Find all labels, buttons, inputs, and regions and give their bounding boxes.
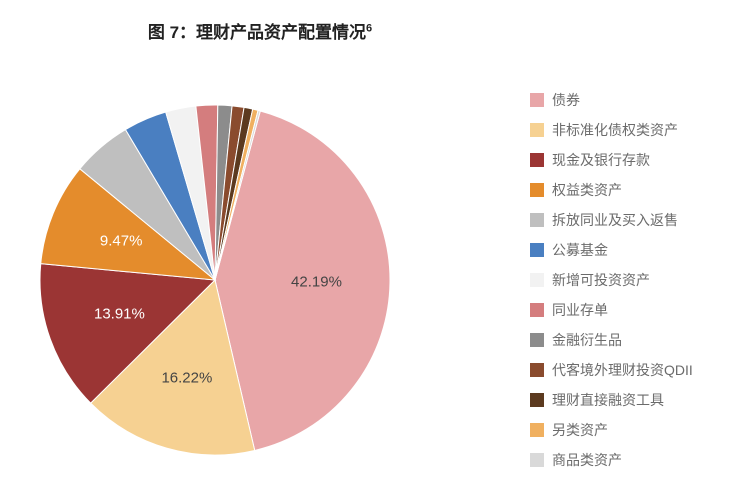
- title-main: 理财产品资产配置情况: [196, 23, 366, 42]
- legend-label: 债券: [552, 90, 580, 110]
- legend-label: 金融衍生品: [552, 330, 622, 350]
- legend-item: 另类资产: [530, 420, 693, 440]
- legend-item: 代客境外理财投资QDII: [530, 360, 693, 380]
- legend-swatch: [530, 423, 544, 437]
- legend-swatch: [530, 123, 544, 137]
- legend-label: 另类资产: [552, 420, 608, 440]
- chart-title: 图 7：理财产品资产配置情况6: [0, 18, 520, 43]
- legend-swatch: [530, 213, 544, 227]
- legend-swatch: [530, 273, 544, 287]
- legend-item: 非标准化债权类资产: [530, 120, 693, 140]
- pie-slice-label: 42.19%: [291, 273, 342, 290]
- title-prefix: 图 7：: [148, 23, 196, 42]
- legend-swatch: [530, 393, 544, 407]
- legend-swatch: [530, 363, 544, 377]
- legend-item: 权益类资产: [530, 180, 693, 200]
- title-footnote: 6: [366, 22, 372, 34]
- pie-slice-label: 16.22%: [161, 369, 212, 386]
- legend-label: 理财直接融资工具: [552, 390, 664, 410]
- legend-label: 非标准化债权类资产: [552, 120, 678, 140]
- pie-slice-label: 13.91%: [94, 306, 145, 323]
- legend-swatch: [530, 183, 544, 197]
- legend-item: 现金及银行存款: [530, 150, 693, 170]
- legend-label: 公募基金: [552, 240, 608, 260]
- pie-chart: 42.19% 16.22% 13.91% 9.47%: [30, 95, 400, 465]
- legend-label: 新增可投资资产: [552, 270, 650, 290]
- legend-label: 权益类资产: [552, 180, 622, 200]
- legend-label: 拆放同业及买入返售: [552, 210, 678, 230]
- legend-item: 商品类资产: [530, 450, 693, 470]
- legend-label: 代客境外理财投资QDII: [552, 360, 693, 380]
- legend-item: 金融衍生品: [530, 330, 693, 350]
- legend-swatch: [530, 93, 544, 107]
- legend-item: 债券: [530, 90, 693, 110]
- legend-label: 现金及银行存款: [552, 150, 650, 170]
- legend: 债券非标准化债权类资产现金及银行存款权益类资产拆放同业及买入返售公募基金新增可投…: [530, 90, 693, 470]
- legend-swatch: [530, 243, 544, 257]
- legend-swatch: [530, 333, 544, 347]
- legend-item: 同业存单: [530, 300, 693, 320]
- legend-item: 理财直接融资工具: [530, 390, 693, 410]
- legend-label: 商品类资产: [552, 450, 622, 470]
- legend-label: 同业存单: [552, 300, 608, 320]
- legend-item: 拆放同业及买入返售: [530, 210, 693, 230]
- legend-swatch: [530, 303, 544, 317]
- legend-item: 公募基金: [530, 240, 693, 260]
- pie-slice-label: 9.47%: [100, 233, 143, 250]
- legend-swatch: [530, 153, 544, 167]
- legend-swatch: [530, 453, 544, 467]
- legend-item: 新增可投资资产: [530, 270, 693, 290]
